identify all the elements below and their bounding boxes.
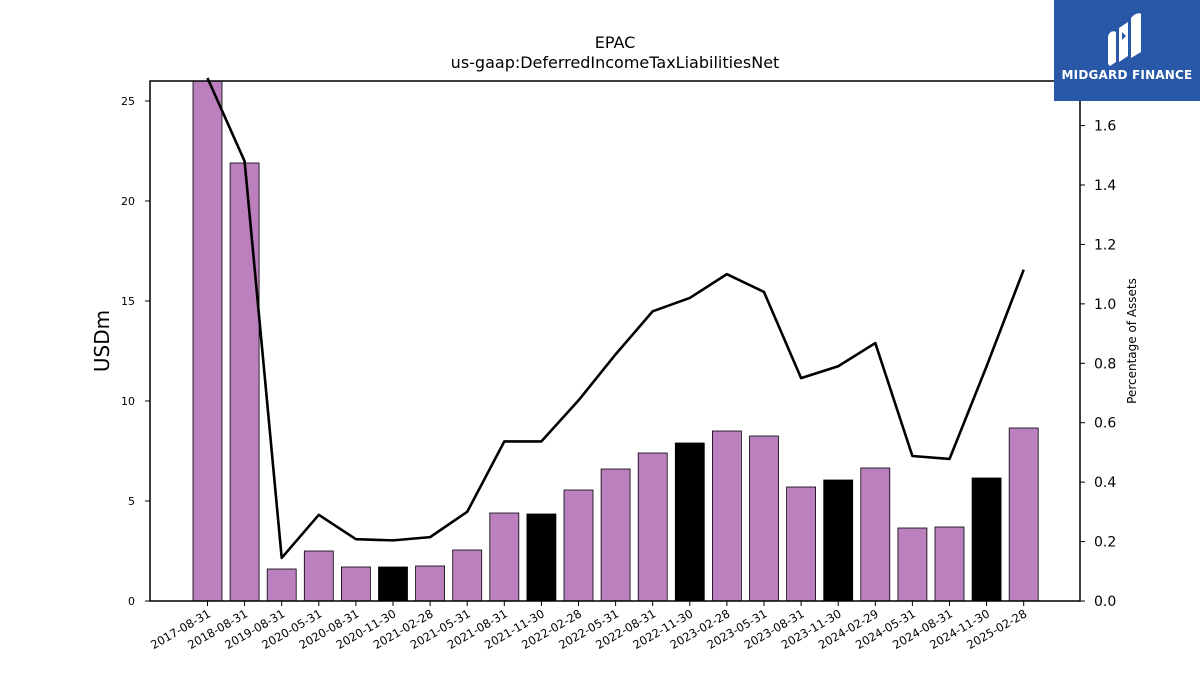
chart-subtitle: us-gaap:DeferredIncomeTaxLiabilitiesNet (451, 53, 780, 72)
plot-frame (149, 80, 1081, 602)
y2-tick-label: 1.0 (1094, 297, 1116, 313)
bar (415, 565, 446, 602)
bar (674, 442, 705, 602)
bar (860, 467, 891, 602)
y-tick-label: 0 (128, 595, 135, 608)
bar (452, 549, 483, 602)
bar (637, 452, 668, 602)
line-group (206, 77, 1025, 560)
bar (971, 477, 1002, 602)
bar (823, 479, 854, 602)
bar (489, 512, 520, 602)
y-tick-label: 20 (121, 195, 135, 208)
bar (378, 566, 408, 602)
brand-name: MIDGARD FINANCE (1061, 68, 1193, 82)
y-tick-label: 15 (121, 295, 135, 308)
chart-title: EPAC (595, 33, 636, 52)
brand-logo: MIDGARD FINANCE (1054, 0, 1200, 101)
x-axis: 2017-08-312018-08-312019-08-312020-05-31… (148, 601, 1029, 652)
bar (340, 566, 371, 602)
bar (229, 162, 260, 602)
y2-tick-label: 0.4 (1094, 475, 1116, 491)
bar (1008, 427, 1039, 602)
bar (303, 550, 334, 602)
bar (712, 430, 742, 602)
y2-tick-label: 0.6 (1094, 416, 1116, 432)
y-axis-label: USDm (90, 310, 114, 372)
bar (897, 527, 928, 602)
y2-tick-label: 1.2 (1094, 237, 1116, 253)
y2-tick-label: 1.4 (1094, 178, 1116, 194)
percentage-line (206, 77, 1025, 560)
bars-group (192, 80, 1039, 602)
bar (786, 486, 816, 602)
midgard-logo-icon (1108, 13, 1141, 66)
y2-tick-label: 0.8 (1094, 356, 1116, 372)
bar (600, 468, 631, 602)
y-axis-left: 0 5 10 15 20 25 (121, 95, 150, 608)
y-tick-label: 5 (128, 495, 135, 508)
bar (192, 80, 223, 602)
bar (266, 568, 297, 602)
bar (934, 526, 965, 602)
y-tick-label: 10 (121, 395, 135, 408)
y2-tick-label: 0.2 (1094, 535, 1116, 551)
bar (526, 513, 557, 602)
y-tick-label: 25 (121, 95, 135, 108)
bar (563, 489, 594, 602)
y-axis-right: 0.0 0.2 0.4 0.6 0.8 1.0 1.2 1.4 1.6 (1080, 119, 1116, 610)
y2-axis-label: Percentage of Assets (1125, 278, 1139, 404)
y2-tick-label: 1.6 (1094, 119, 1116, 135)
y2-tick-label: 0.0 (1094, 594, 1116, 610)
bar (749, 435, 779, 602)
